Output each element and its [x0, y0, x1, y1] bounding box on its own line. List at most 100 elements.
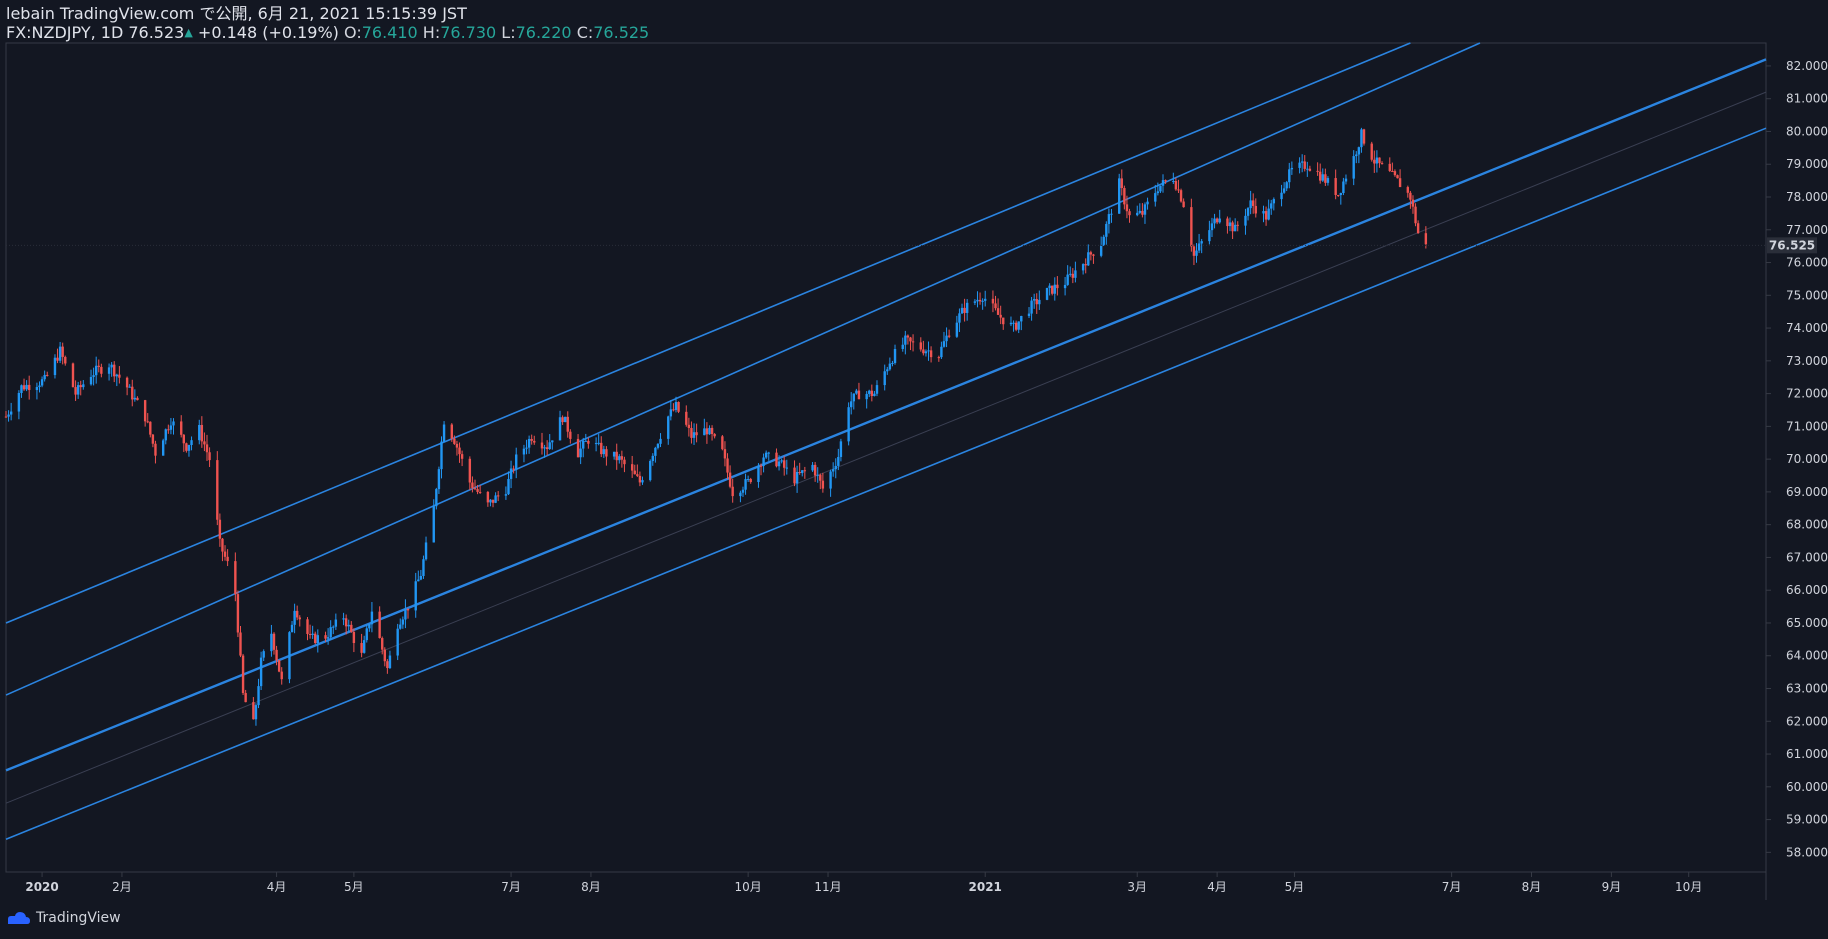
candle-body — [1081, 264, 1085, 271]
candle-body — [551, 440, 554, 443]
candle-body — [1414, 206, 1417, 224]
candle-body — [350, 624, 353, 633]
candle-body — [1177, 189, 1180, 191]
candle-body — [1370, 143, 1373, 160]
candle-body — [703, 428, 706, 436]
candle-body — [1141, 210, 1144, 215]
candle-body — [1267, 208, 1270, 220]
candle-body — [638, 475, 642, 483]
candle-body — [1190, 207, 1193, 247]
candle-body — [56, 357, 59, 361]
candle-body — [904, 335, 907, 345]
candle-body — [352, 632, 356, 643]
ohlc-row: FX:NZDJPY, 1D 76.523▲ +0.148 (+0.19%) O:… — [6, 23, 649, 42]
candle-body — [143, 400, 147, 422]
time-axis[interactable]: 2020 2月 4月 5月 7月 8月 10月 11月 2021 3月 4月 5月 7月 8月 9月 10月 — [25, 872, 1702, 894]
candle-body — [344, 618, 348, 627]
price-axis[interactable]: 82.000 81.000 80.000 79.000 78.000 77.000 76.0… — [1766, 59, 1828, 859]
candle-body — [239, 632, 242, 656]
candle-body — [1226, 218, 1229, 227]
candle-body — [172, 421, 175, 426]
candle-body — [795, 471, 799, 484]
candle-body — [458, 447, 461, 455]
channel-lines[interactable] — [5, 42, 1767, 840]
candle-body — [600, 442, 603, 455]
candle-body — [888, 363, 892, 370]
candle-body — [615, 451, 618, 461]
price-tick-label: 71.000 — [1786, 419, 1828, 433]
candle-body — [1411, 199, 1415, 207]
candle-body — [739, 492, 742, 497]
candle-body — [1228, 222, 1232, 227]
channel-line[interactable] — [5, 127, 1767, 840]
candle-body — [525, 447, 528, 449]
time-tick-label: 2020 — [25, 880, 58, 894]
candle-body — [659, 438, 662, 444]
candle-body — [1321, 174, 1324, 181]
time-tick-label: 5月 — [1285, 880, 1305, 894]
candle-body — [370, 611, 374, 625]
candle-body — [893, 349, 897, 363]
candle-body — [548, 442, 551, 450]
candle-body — [785, 467, 788, 469]
candle-body — [185, 443, 188, 451]
candle-body — [368, 624, 371, 629]
candle-body — [40, 379, 44, 386]
time-tick-label: 3月 — [1127, 880, 1147, 894]
candle-body — [161, 440, 165, 456]
price-tick-label: 62.000 — [1786, 714, 1828, 728]
candle-body — [53, 357, 57, 376]
channel-line[interactable] — [5, 42, 1411, 624]
candle-body — [623, 459, 626, 465]
candle-body — [164, 429, 167, 441]
candle-body — [605, 449, 608, 457]
candle-body — [1393, 171, 1397, 176]
candle-body — [945, 335, 948, 342]
candle-body — [25, 384, 28, 390]
candle-body — [1161, 180, 1165, 186]
candle-body — [960, 307, 964, 314]
candle-body — [636, 474, 639, 476]
price-tick-label: 60.000 — [1786, 780, 1828, 794]
candle-body — [566, 416, 569, 432]
candle-body — [107, 367, 111, 374]
candle-body — [9, 411, 13, 415]
candle-body — [919, 342, 922, 350]
candle-body — [272, 633, 276, 650]
channel-line[interactable] — [5, 58, 1767, 772]
candle-body — [837, 456, 840, 466]
candle-body — [1272, 199, 1276, 204]
candle-body — [847, 407, 850, 442]
candle-body — [507, 478, 510, 495]
candle-body — [342, 618, 345, 620]
candle-body — [543, 447, 546, 449]
last-price-badge — [1767, 237, 1817, 254]
candle-body — [821, 480, 825, 489]
candle-body — [7, 414, 10, 417]
candle-body — [1373, 159, 1376, 164]
candle-body — [594, 443, 598, 445]
footer-brand[interactable]: TradingView — [6, 910, 121, 926]
candle-body — [347, 624, 350, 627]
price-tick-label: 77.000 — [1786, 223, 1828, 237]
price-tick-label: 67.000 — [1786, 550, 1828, 564]
candle-body — [1051, 285, 1054, 294]
candle-body — [435, 489, 438, 507]
candle-body — [563, 416, 567, 423]
candle-body — [1344, 178, 1348, 182]
candle-body — [929, 350, 933, 358]
candle-body — [22, 385, 26, 390]
candle-body — [759, 465, 763, 467]
time-tick-label: 4月 — [1207, 880, 1227, 894]
candle-body — [1192, 246, 1196, 256]
candle-body — [113, 364, 116, 377]
candle-body — [404, 608, 407, 620]
candle-body — [1316, 170, 1319, 172]
channel-line[interactable] — [5, 42, 1481, 696]
candle-body — [522, 448, 526, 455]
candle-body — [1154, 193, 1157, 202]
candle-body — [442, 424, 446, 442]
candle-body — [125, 377, 129, 388]
candle-body — [994, 303, 997, 309]
